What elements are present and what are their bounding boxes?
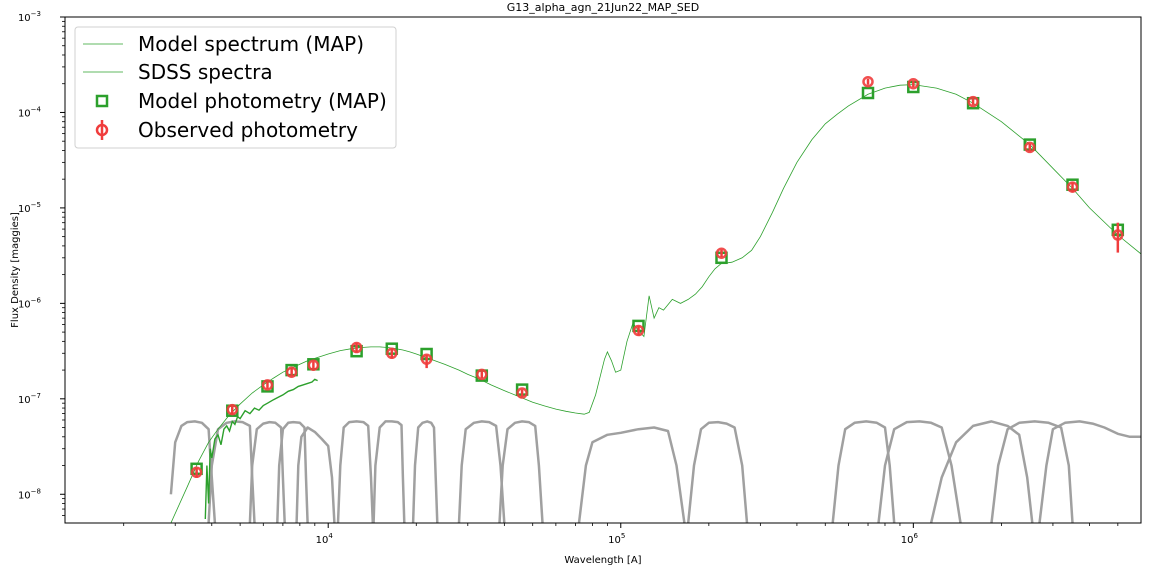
filter-curve-5 — [295, 426, 336, 523]
observed-photometry-point — [1066, 181, 1079, 193]
chart-title: G13_alpha_agn_21Jun22_MAP_SED — [507, 1, 699, 14]
y-axis-label: Flux Density [maggies] — [10, 212, 21, 328]
y-tick-label: 10−7 — [18, 392, 41, 406]
filter-curve-3 — [248, 420, 286, 523]
legend-box — [74, 26, 397, 149]
y-tick-exponent: −6 — [31, 296, 42, 304]
observed-photometry-point — [350, 341, 363, 354]
model-spectrum-line — [170, 84, 1141, 523]
observed-photometry-point — [862, 75, 874, 88]
filter-curve-11 — [577, 426, 686, 523]
legend-label: Observed photometry — [138, 118, 358, 142]
legend: Model spectrum (MAP) SDSS spectra Model ph… — [74, 26, 397, 149]
filter-curve-2 — [207, 420, 256, 523]
observed-photometry-point — [632, 324, 645, 337]
sdss-spectra-line — [204, 378, 318, 520]
filter-curve-4 — [276, 420, 309, 523]
y-tick-label: 10−4 — [18, 105, 42, 119]
observed-photometry-point — [1024, 141, 1036, 154]
y-tick-exponent: −4 — [31, 105, 42, 113]
y-tick-exponent: −5 — [31, 201, 41, 209]
filter-curve-8 — [411, 420, 439, 523]
legend-label: Model photometry (MAP) — [138, 89, 387, 113]
y-tick-exponent: −7 — [31, 392, 41, 400]
observed-photometry-point — [715, 247, 728, 259]
observed-photometry-point — [516, 387, 528, 399]
observed-photometry-point — [420, 353, 433, 365]
y-tick-label: 10−5 — [18, 201, 41, 215]
legend-label: Model spectrum (MAP) — [138, 32, 364, 56]
observed-photometry-point — [190, 466, 203, 479]
filter-curve-10 — [498, 420, 544, 523]
filter-curve-7 — [372, 420, 406, 523]
x-tick-label: 105 — [608, 532, 625, 546]
plot-frame — [64, 16, 1142, 524]
filter-curve-17 — [1038, 420, 1141, 523]
x-tick-label: 106 — [901, 532, 919, 546]
observed-photometry-point — [476, 368, 488, 381]
legend-label: SDSS spectra — [138, 60, 273, 84]
observed-photometry-point — [907, 77, 920, 90]
observed-photometry-point — [285, 366, 298, 378]
filter-curve-16 — [990, 420, 1074, 523]
observed-photometry-point — [386, 347, 398, 360]
x-tick-exponent: 6 — [913, 532, 918, 540]
y-tick-exponent: −8 — [31, 487, 41, 495]
y-tick-label: 10−6 — [18, 296, 42, 310]
y-tick-exponent: −3 — [31, 10, 41, 18]
y-tick-label: 10−8 — [18, 487, 41, 501]
legend-observed-swatch — [95, 123, 109, 137]
filter-curve-9 — [457, 420, 506, 523]
filter-curve-6 — [336, 420, 375, 523]
observed-photometry-point — [307, 359, 320, 371]
x-tick-exponent: 5 — [621, 532, 625, 540]
observed-photometry-point — [226, 403, 239, 416]
observed-photometry-point — [967, 95, 979, 108]
filter-curve-15 — [929, 420, 1034, 523]
model-photometry-point — [861, 86, 875, 100]
observed-photometry-point — [1112, 229, 1124, 241]
legend-model-photometry-swatch — [95, 94, 109, 108]
filter-curve-12 — [686, 420, 749, 523]
x-tick-label: 104 — [316, 532, 334, 546]
observed-photometry-point — [261, 379, 274, 391]
x-tick-exponent: 4 — [328, 532, 333, 540]
y-tick-label: 10−3 — [18, 10, 41, 24]
x-axis-label: Wavelength [A] — [564, 555, 641, 566]
filter-curve-1 — [169, 420, 217, 523]
plot-area — [169, 75, 1141, 523]
filter-curve-14 — [877, 420, 962, 523]
